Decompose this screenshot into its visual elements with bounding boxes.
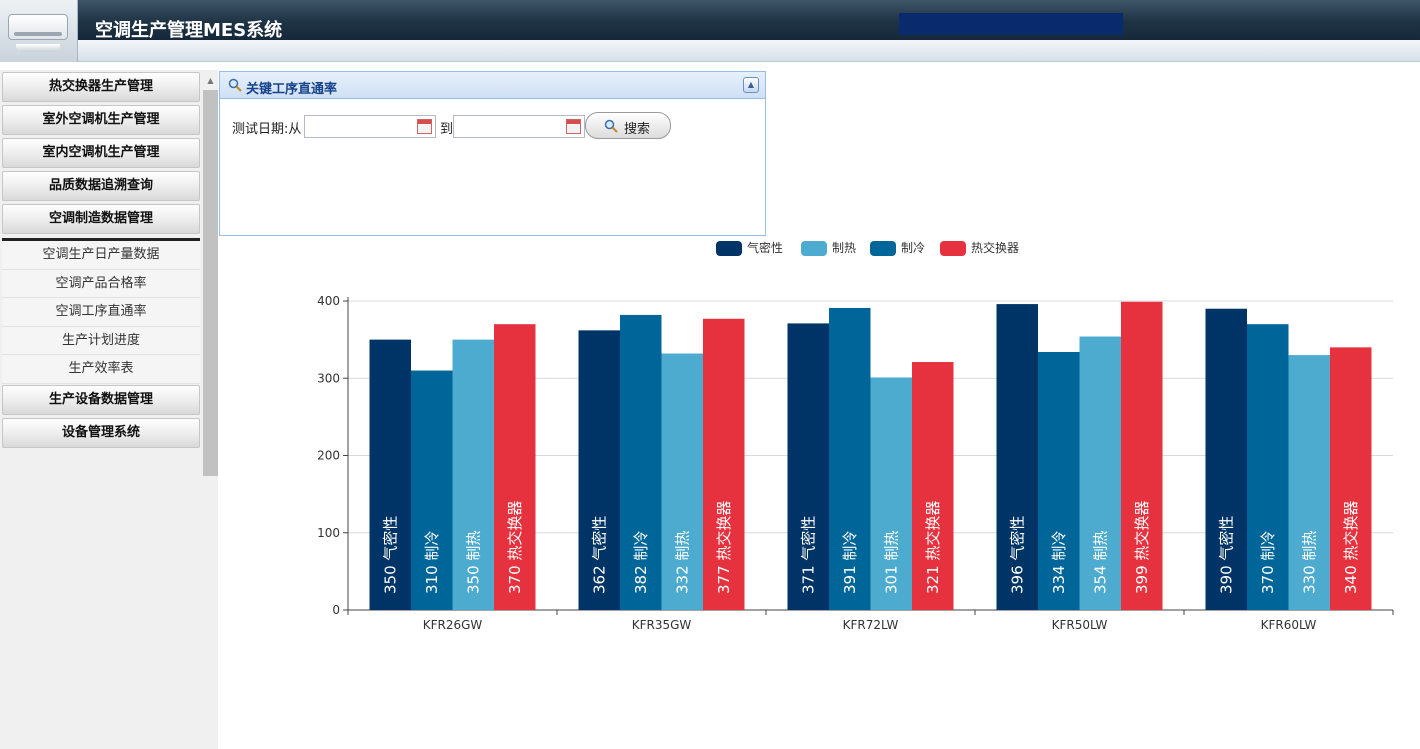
air-conditioner-vent [14,32,62,36]
bar [787,323,829,610]
date-to-label: 到 [440,122,454,137]
submenu-efficiency[interactable]: 生产效率表 [2,355,200,384]
calendar-icon[interactable] [566,119,581,134]
bar-data-label: 396 气密性 [1008,516,1026,594]
bar [1079,336,1121,610]
app-logo [0,0,78,62]
legend-swatch [870,241,896,256]
air-conditioner-base [16,44,60,52]
bar-data-label: 301 制热 [882,531,900,594]
air-conditioner-icon [8,14,68,40]
menu-equipment-data[interactable]: 生产设备数据管理 [2,385,200,415]
submenu-first-pass-yield[interactable]: 空调工序直通率 [2,298,200,327]
y-tick-label: 300 [317,371,340,385]
bar [829,307,871,610]
menu-outdoor-unit[interactable]: 室外空调机生产管理 [2,105,200,135]
bar-data-label: 332 制热 [673,531,691,594]
search-button[interactable]: 搜索 [585,112,671,139]
x-tick-label: KFR26GW [423,618,483,632]
x-tick-label: KFR72LW [843,618,899,632]
x-tick-label: KFR60LW [1261,618,1317,632]
legend-label: 热交换器 [971,240,1019,255]
date-to-input[interactable] [454,116,562,137]
menu-heat-exchanger[interactable]: 热交换器生产管理 [2,72,200,102]
bar [369,339,411,610]
collapse-icon[interactable]: ▲ [743,77,759,93]
bar [1247,324,1289,610]
bar-data-label: 382 制冷 [632,531,650,594]
y-tick-label: 0 [332,603,340,617]
y-tick-label: 400 [317,294,340,308]
bar-data-label: 391 制冷 [841,531,859,594]
date-from-input[interactable] [305,116,413,137]
bar [620,314,662,610]
bar [452,339,494,610]
bar [996,304,1038,610]
app-header [0,0,1420,40]
user-info-box [899,13,1123,35]
bar [912,362,954,610]
bar [661,353,703,610]
submenu-plan-progress[interactable]: 生产计划进度 [2,327,200,356]
bar [494,324,536,610]
date-to-field[interactable] [453,115,585,138]
legend-swatch [940,241,966,256]
bar [703,318,745,610]
submenu-daily-output[interactable]: 空调生产日产量数据 [2,241,200,270]
bar-data-label: 370 制冷 [1259,531,1277,594]
scroll-up-arrow-icon[interactable]: ▲ [207,76,214,85]
sidebar-scrollbar-thumb[interactable] [203,90,218,476]
search-icon [228,78,242,92]
sidebar: 热交换器生产管理 室外空调机生产管理 室内空调机生产管理 品质数据追溯查询 空调… [0,70,218,749]
menu-indoor-unit[interactable]: 室内空调机生产管理 [2,138,200,168]
search-icon [604,119,618,133]
y-tick-label: 100 [317,526,340,540]
bar [870,377,912,610]
bar [1121,301,1163,610]
search-panel: 关键工序直通率 ▲ 测试日期:从 到 搜索 [219,71,766,236]
submenu-pass-rate[interactable]: 空调产品合格率 [2,270,200,299]
date-from-label: 测试日期:从 [232,122,302,137]
bar-data-label: 340 热交换器 [1342,501,1360,594]
bar [1205,308,1247,610]
bar [1330,347,1372,610]
bar-data-label: 350 制热 [464,531,482,594]
menu-equipment-system[interactable]: 设备管理系统 [2,418,200,448]
header-toolbar [0,40,1420,62]
date-from-field[interactable] [304,115,436,138]
legend-swatch [716,241,742,256]
bar-data-label: 334 制冷 [1050,531,1068,594]
bar-data-label: 370 热交换器 [506,501,524,594]
x-tick-label: KFR50LW [1052,618,1108,632]
x-tick-label: KFR35GW [632,618,692,632]
menu-quality-trace[interactable]: 品质数据追溯查询 [2,171,200,201]
bar [1038,351,1080,610]
bar-data-label: 390 气密性 [1217,516,1235,594]
menu-manufacturing-data[interactable]: 空调制造数据管理 [2,204,200,234]
legend-label: 气密性 [747,240,783,255]
bar [578,330,620,610]
bar-data-label: 350 气密性 [381,516,399,594]
panel-header: 关键工序直通率 ▲ [220,72,765,99]
y-tick-label: 200 [317,449,340,463]
first-pass-yield-chart: 0 100 200 300 400 350 气密性 310 制冷 350 制热 370 热交换器… [317,240,1394,632]
bar [411,370,453,610]
legend-label: 制冷 [901,241,925,255]
app-title: 空调生产管理MES系统 [95,20,283,41]
bar-data-label: 310 制冷 [423,531,441,594]
bar-data-label: 399 热交换器 [1133,501,1151,594]
bar-data-label: 354 制热 [1091,531,1109,594]
panel-title: 关键工序直通率 [246,82,338,97]
calendar-icon[interactable] [417,119,432,134]
bar-data-label: 377 热交换器 [715,501,733,594]
bar-data-label: 330 制热 [1300,531,1318,594]
submenu-manufacturing-data: 空调生产日产量数据 空调产品合格率 空调工序直通率 生产计划进度 生产效率表 [2,238,200,384]
legend-swatch [801,241,827,256]
bar [1288,355,1330,610]
search-button-label: 搜索 [624,122,651,137]
legend-label: 制热 [832,241,856,255]
bar-data-label: 371 气密性 [799,516,817,594]
bar-data-label: 362 气密性 [590,516,608,594]
bar-data-label: 321 热交换器 [924,501,942,594]
